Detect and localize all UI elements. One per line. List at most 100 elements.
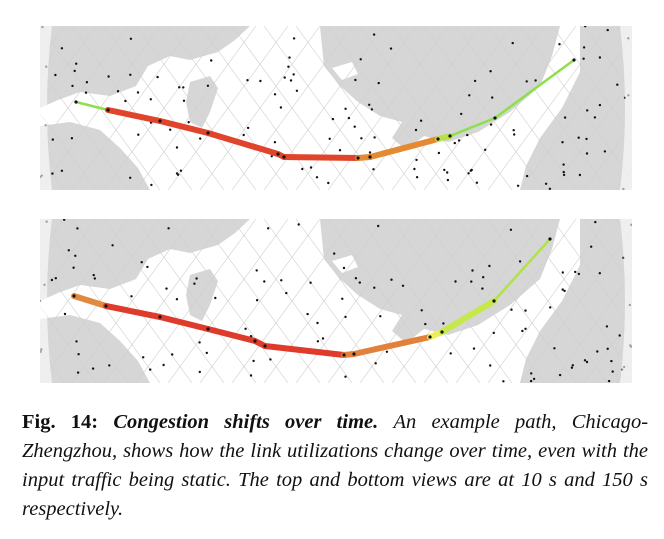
satellite-dot <box>415 158 418 162</box>
satellite-dot <box>473 79 477 83</box>
path-link-segment <box>205 130 281 157</box>
satellite-dot <box>301 167 304 171</box>
satellite-dot <box>279 106 283 109</box>
satellite-dot <box>582 46 586 49</box>
satellite-dot <box>370 108 374 111</box>
satellite-dot <box>489 364 492 367</box>
satellite-dot <box>596 350 599 353</box>
satellite-dot <box>359 58 362 61</box>
satellite-dot <box>372 168 375 171</box>
satellite-dot <box>214 296 217 300</box>
satellite-dot <box>199 137 202 140</box>
satellite-dot <box>75 340 78 343</box>
satellite-dot <box>616 83 619 86</box>
path-node <box>72 294 76 298</box>
satellite-dot <box>51 172 54 175</box>
satellite-dot <box>146 265 149 269</box>
satellite-dot <box>534 79 537 82</box>
satellite-dot <box>606 28 609 32</box>
satellite-path-map-top <box>40 26 632 190</box>
orbit-line <box>455 219 577 383</box>
satellite-dot <box>618 334 621 337</box>
path-link-segment <box>492 237 552 303</box>
satellite-dot <box>91 367 95 370</box>
satellite-dot <box>198 341 201 344</box>
satellite-dot <box>249 374 253 377</box>
satellite-dot <box>585 137 588 141</box>
satellite-dot <box>142 356 145 359</box>
land-alaska <box>320 26 560 150</box>
orbit-line <box>199 26 321 190</box>
satellite-dot <box>491 96 494 99</box>
satellite-dot <box>72 266 75 269</box>
land-asia-east <box>40 122 150 190</box>
orbit-line <box>135 26 257 190</box>
satellite-dot <box>195 277 198 280</box>
satellite-dot <box>510 308 513 311</box>
satellite-dot <box>511 41 514 45</box>
satellite-dot <box>182 86 185 89</box>
figure-title: Congestion shifts over time. <box>113 411 379 433</box>
satellite-dot <box>475 181 479 184</box>
path-link-segment <box>157 118 211 136</box>
satellite-dot <box>51 138 54 141</box>
satellite-dot <box>63 219 66 221</box>
path-node <box>448 134 452 138</box>
satellite-dot <box>70 137 74 140</box>
satellite-dot <box>283 76 286 79</box>
orbit-line <box>551 273 632 383</box>
satellite-dot <box>466 133 469 137</box>
satellite-dot <box>574 270 577 274</box>
satellite-dot <box>287 65 290 68</box>
satellite-dot <box>562 163 565 166</box>
satellite-dot <box>460 112 463 116</box>
satellite-dot <box>358 281 361 284</box>
satellite-dot <box>598 272 601 275</box>
orbit-line <box>40 112 97 190</box>
satellite-dot <box>454 280 457 283</box>
path-node <box>493 116 497 120</box>
satellite-dot <box>165 287 168 290</box>
satellite-dot <box>178 86 181 89</box>
path-node <box>492 299 496 303</box>
satellite-dot <box>449 352 452 355</box>
orbit-line <box>295 219 417 383</box>
satellite-dot <box>530 372 533 375</box>
path-node <box>276 152 280 156</box>
satellite-dot <box>175 172 179 175</box>
satellite-dot <box>562 173 566 177</box>
path-node <box>158 119 162 123</box>
satellite-dot <box>60 47 64 50</box>
satellite-dot <box>583 359 587 362</box>
orbit-line <box>295 26 417 190</box>
globe-edge-left <box>40 219 52 383</box>
satellite-dot <box>470 280 473 283</box>
path-node <box>352 352 356 356</box>
satellite-dot <box>481 287 484 290</box>
satellite-dot <box>563 289 566 293</box>
satellite-dot <box>582 57 585 60</box>
orbit-line <box>199 219 321 383</box>
satellite-dot <box>570 366 574 369</box>
path-node <box>342 353 346 357</box>
satellite-dot <box>331 117 335 121</box>
satellite-dot <box>590 245 593 248</box>
satellite-dot <box>280 279 283 282</box>
orbit-line <box>583 123 632 190</box>
orbit-line <box>263 26 385 190</box>
satellite-dot <box>295 89 299 92</box>
orbit-line <box>167 219 289 383</box>
path-node <box>572 58 576 62</box>
satellite-dot <box>67 249 70 252</box>
satellite-dot <box>390 278 393 281</box>
path-node <box>548 237 552 241</box>
satellite-dot <box>92 273 95 277</box>
satellite-dot <box>60 169 64 172</box>
satellite-dot <box>373 286 376 289</box>
path-link-segment <box>448 116 497 138</box>
satellite-dot <box>136 91 140 94</box>
satellite-dot <box>598 103 602 107</box>
satellite-dot <box>255 299 259 302</box>
satellite-dot <box>76 227 79 230</box>
satellite-dot <box>401 284 405 287</box>
